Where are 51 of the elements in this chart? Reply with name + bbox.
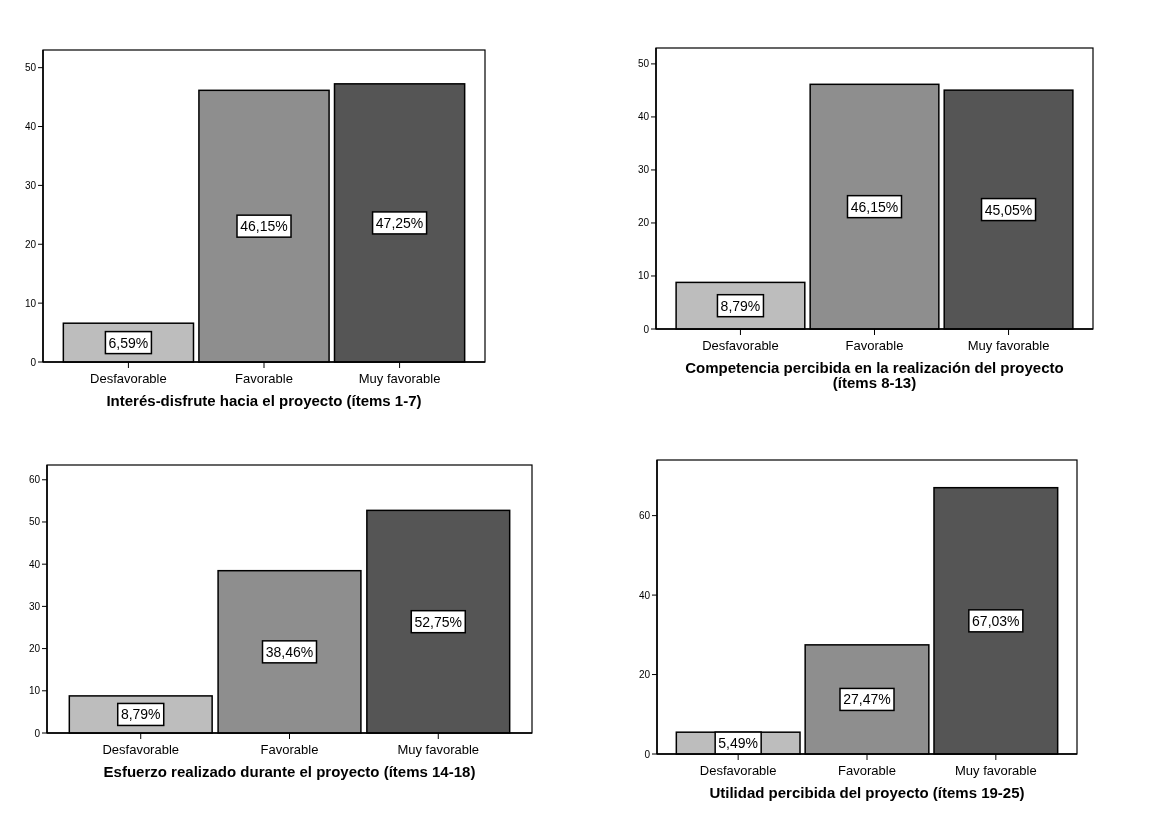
y-tick-label: 0 [644, 748, 651, 760]
x-tick-label: Muy favorable [955, 763, 1037, 778]
y-tick-label: 0 [643, 323, 650, 335]
x-tick-label: Desfavorable [699, 763, 777, 778]
y-tick-label: 40 [24, 121, 37, 133]
x-tick-label: Muy favorable [967, 338, 1050, 353]
x-tick-label: Desfavorable [102, 742, 180, 757]
data-label: 8,79% [720, 297, 761, 314]
data-label: 6,59% [108, 334, 149, 351]
y-tick-label: 60 [638, 510, 651, 522]
x-tick-label: Muy favorable [397, 742, 480, 757]
y-tick-label: 40 [638, 589, 651, 601]
y-tick-label: 30 [24, 179, 37, 191]
y-tick-label: 50 [24, 62, 37, 74]
x-tick-label: Desfavorable [90, 371, 167, 386]
data-label: 5,49% [718, 735, 759, 752]
y-tick-label: 30 [28, 600, 41, 612]
y-tick-label: 50 [28, 516, 41, 528]
data-label: 46,15% [850, 198, 899, 215]
y-tick-label: 50 [637, 58, 650, 70]
y-tick-label: 20 [28, 643, 41, 655]
x-axis-title: Competencia percibida en la realización del proyecto (ítems 8-13) [685, 359, 1064, 391]
y-tick-label: 20 [638, 669, 651, 681]
y-tick-label: 0 [30, 356, 37, 368]
y-tick-label: 60 [28, 474, 41, 486]
y-tick-label: 10 [24, 297, 37, 309]
data-label: 45,05% [984, 201, 1033, 218]
data-label: 46,15% [240, 218, 288, 235]
y-tick-label: 0 [34, 727, 41, 739]
y-tick-label: 10 [28, 685, 41, 697]
x-axis-title: Esfuerzo realizado durante el proyecto (ítems 14-18) [103, 763, 476, 780]
y-tick-label: 40 [28, 558, 41, 570]
data-label: 47,25% [375, 214, 424, 231]
data-label: 27,47% [843, 691, 891, 708]
y-tick-label: 40 [637, 111, 650, 123]
y-tick-label: 20 [637, 217, 650, 229]
data-label: 38,46% [265, 643, 314, 660]
x-tick-label: Desfavorable [702, 338, 779, 353]
x-tick-label: Favorable [235, 371, 293, 386]
data-label: 67,03% [972, 612, 1020, 629]
y-tick-label: 20 [24, 238, 37, 250]
x-tick-label: Favorable [845, 338, 904, 353]
y-tick-label: 10 [637, 270, 650, 282]
x-tick-label: Favorable [260, 742, 319, 757]
y-tick-label: 30 [637, 164, 650, 176]
x-axis-title: Utilidad percibida del proyecto (ítems 19-25) [709, 784, 1025, 801]
data-label: 8,79% [120, 706, 161, 723]
x-tick-label: Muy favorable [358, 371, 441, 386]
data-label: 52,75% [414, 613, 463, 630]
x-axis-title: Interés-disfrute hacia el proyecto (ítems 1-7) [106, 392, 422, 409]
x-tick-label: Favorable [838, 763, 896, 778]
